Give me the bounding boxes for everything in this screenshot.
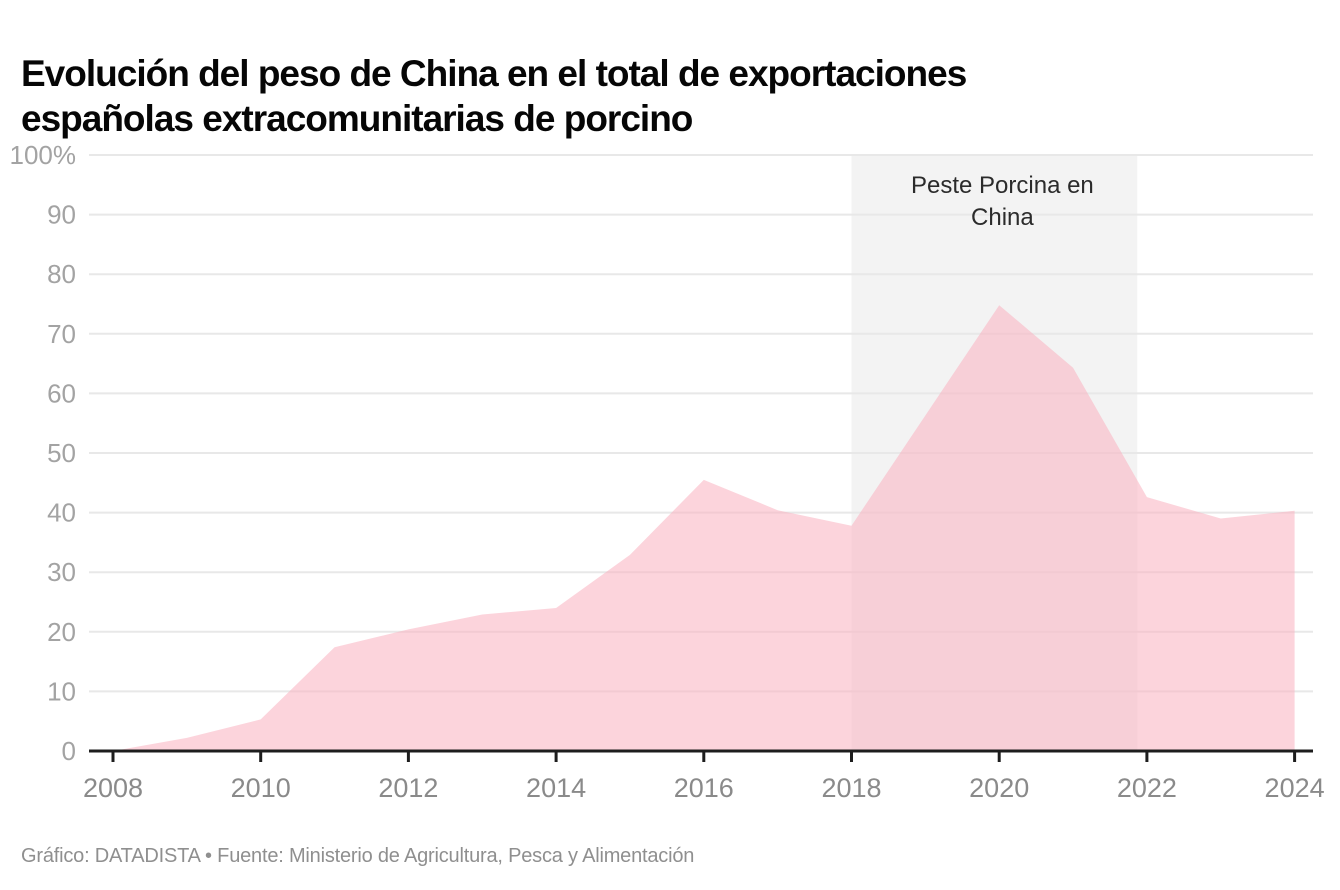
x-tick-label-2016: 2016 bbox=[674, 773, 734, 803]
y-tick-label-40: 40 bbox=[47, 498, 76, 528]
x-tick-label-2022: 2022 bbox=[1117, 773, 1177, 803]
y-tick-label-50: 50 bbox=[47, 438, 76, 468]
page-title-line-2: españolas extracomunitarias de porcino bbox=[21, 97, 693, 139]
x-tick-label-2024: 2024 bbox=[1265, 773, 1325, 803]
page-title: Evolución del peso de China en el total … bbox=[21, 51, 1261, 141]
asf-band-label-line-1: Peste Porcina en bbox=[911, 172, 1094, 199]
page-title-line-1: Evolución del peso de China en el total … bbox=[21, 52, 967, 94]
x-tick-label-2012: 2012 bbox=[378, 773, 438, 803]
x-tick-label-2020: 2020 bbox=[969, 773, 1029, 803]
y-tick-label-70: 70 bbox=[47, 319, 76, 349]
china-share-area-series bbox=[113, 305, 1295, 751]
y-tick-label-80: 80 bbox=[47, 259, 76, 289]
y-tick-label-20: 20 bbox=[47, 617, 76, 647]
y-tick-label-60: 60 bbox=[47, 378, 76, 408]
asf-band-label-line-2: China bbox=[971, 204, 1034, 231]
x-tick-label-2018: 2018 bbox=[821, 773, 881, 803]
x-tick-label-2014: 2014 bbox=[526, 773, 586, 803]
y-tick-label-0: 0 bbox=[62, 736, 76, 766]
y-tick-label-10: 10 bbox=[47, 676, 76, 706]
y-tick-label-100: 100% bbox=[10, 140, 77, 170]
y-tick-label-30: 30 bbox=[47, 557, 76, 587]
chart-credit: Gráfico: DATADISTA • Fuente: Ministerio … bbox=[21, 845, 695, 867]
x-tick-label-2010: 2010 bbox=[231, 773, 291, 803]
y-tick-label-90: 90 bbox=[47, 200, 76, 230]
x-tick-label-2008: 2008 bbox=[83, 773, 143, 803]
